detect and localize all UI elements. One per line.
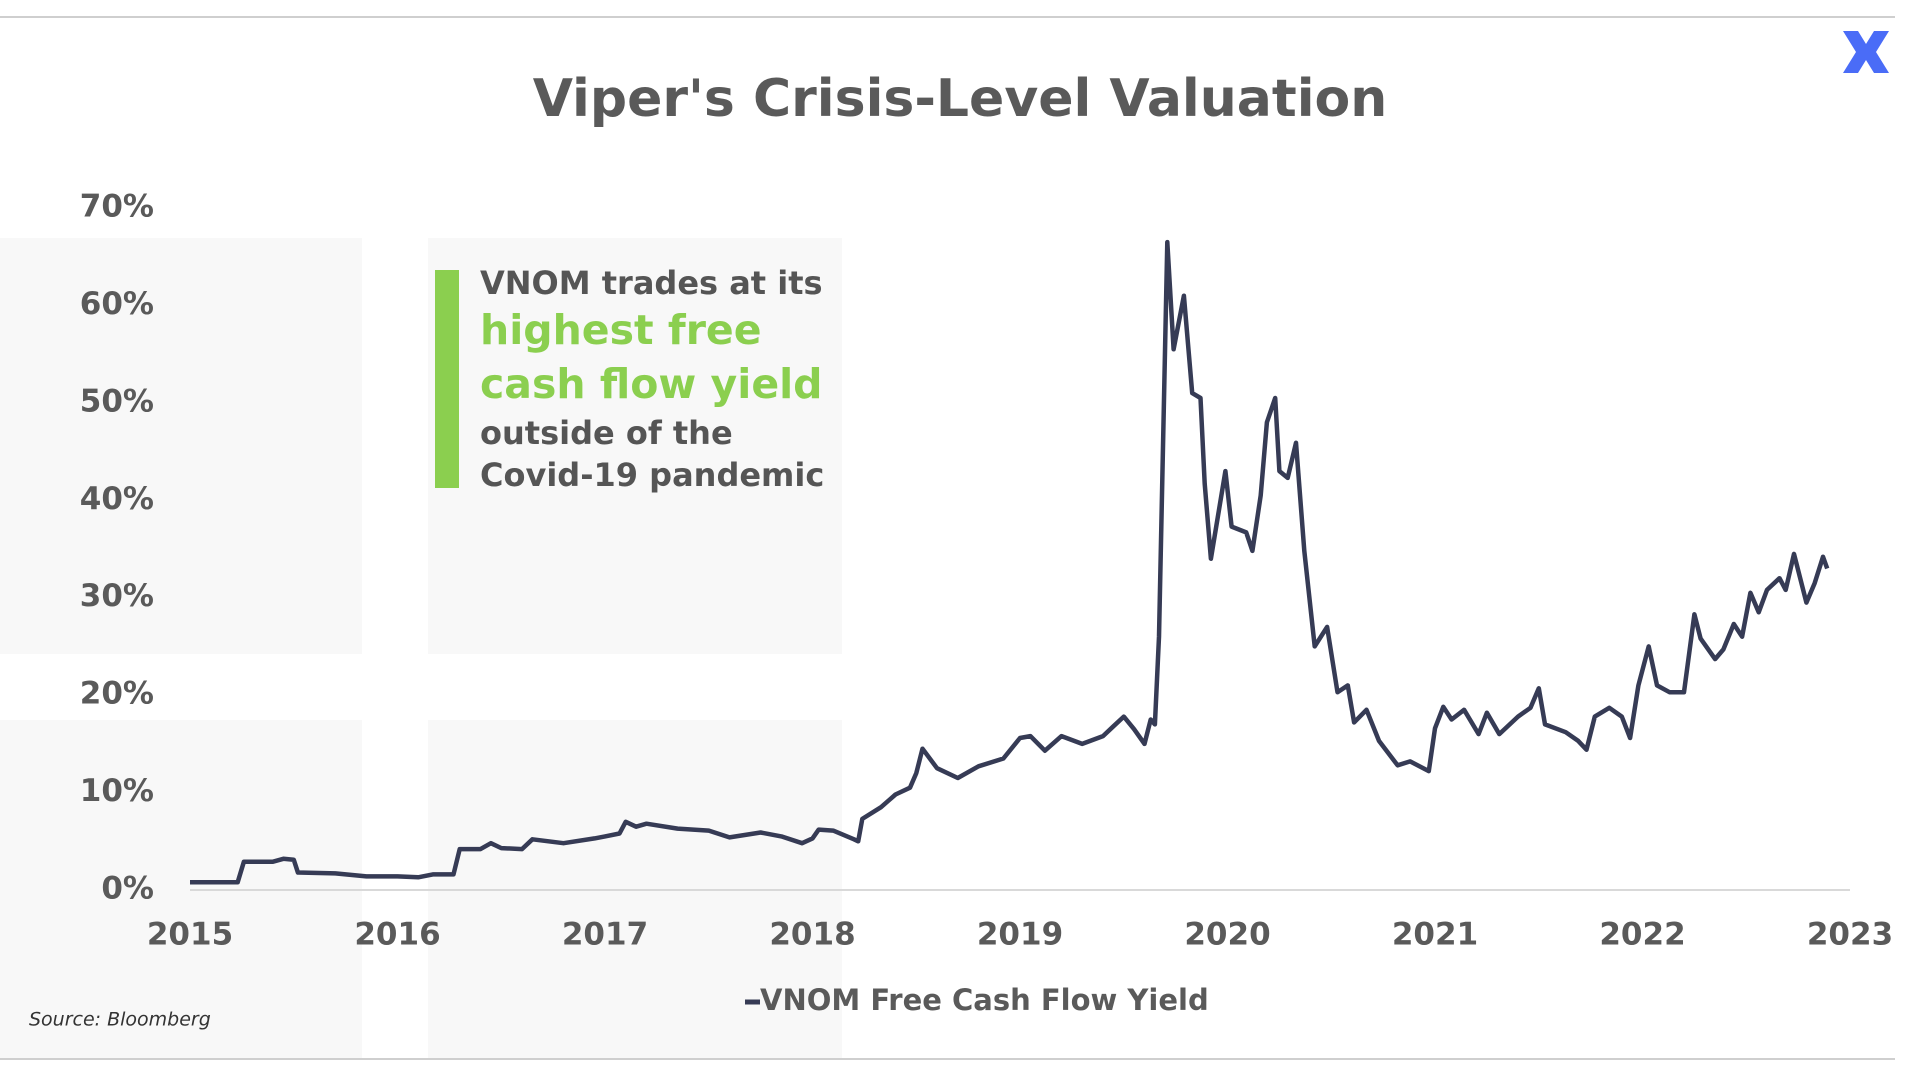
annotation-text: Covid-19 pandemic: [480, 456, 824, 494]
annotation-text: outside of the: [480, 414, 733, 452]
x-tick-label: 2018: [769, 917, 855, 953]
annotation-highlight: highest free: [480, 306, 762, 354]
y-tick-label: 30%: [80, 578, 154, 614]
y-tick-label: 10%: [80, 773, 154, 809]
chart-title: Viper's Crisis-Level Valuation: [533, 69, 1388, 129]
x-tick-label: 2021: [1392, 917, 1478, 953]
y-tick-label: 20%: [80, 676, 154, 712]
x-tick-label: 2023: [1807, 917, 1893, 953]
data-line: [190, 239, 1830, 885]
annotation-bar: [435, 270, 459, 488]
y-tick-label: 0%: [101, 871, 154, 907]
y-tick-label: 60%: [80, 286, 154, 322]
logo: [1843, 31, 1889, 73]
background-shape: [0, 238, 362, 654]
source-note: Source: Bloomberg: [29, 1009, 211, 1031]
x-tick-label: 2019: [977, 917, 1063, 953]
y-tick-label: 70%: [80, 189, 154, 225]
x-tick-label: 2020: [1184, 917, 1270, 953]
x-tick-label: 2016: [354, 917, 440, 953]
y-tick-label: 50%: [80, 383, 154, 419]
annotation-highlight: cash flow yield: [480, 360, 823, 408]
y-tick-label: 40%: [80, 481, 154, 517]
legend-label: VNOM Free Cash Flow Yield: [760, 983, 1209, 1017]
background-shape: [428, 238, 842, 654]
x-tick-label: 2015: [147, 917, 233, 953]
x-tick-label: 2017: [562, 917, 648, 953]
x-tick-label: 2022: [1599, 917, 1685, 953]
annotation-text: VNOM trades at its: [480, 264, 823, 302]
